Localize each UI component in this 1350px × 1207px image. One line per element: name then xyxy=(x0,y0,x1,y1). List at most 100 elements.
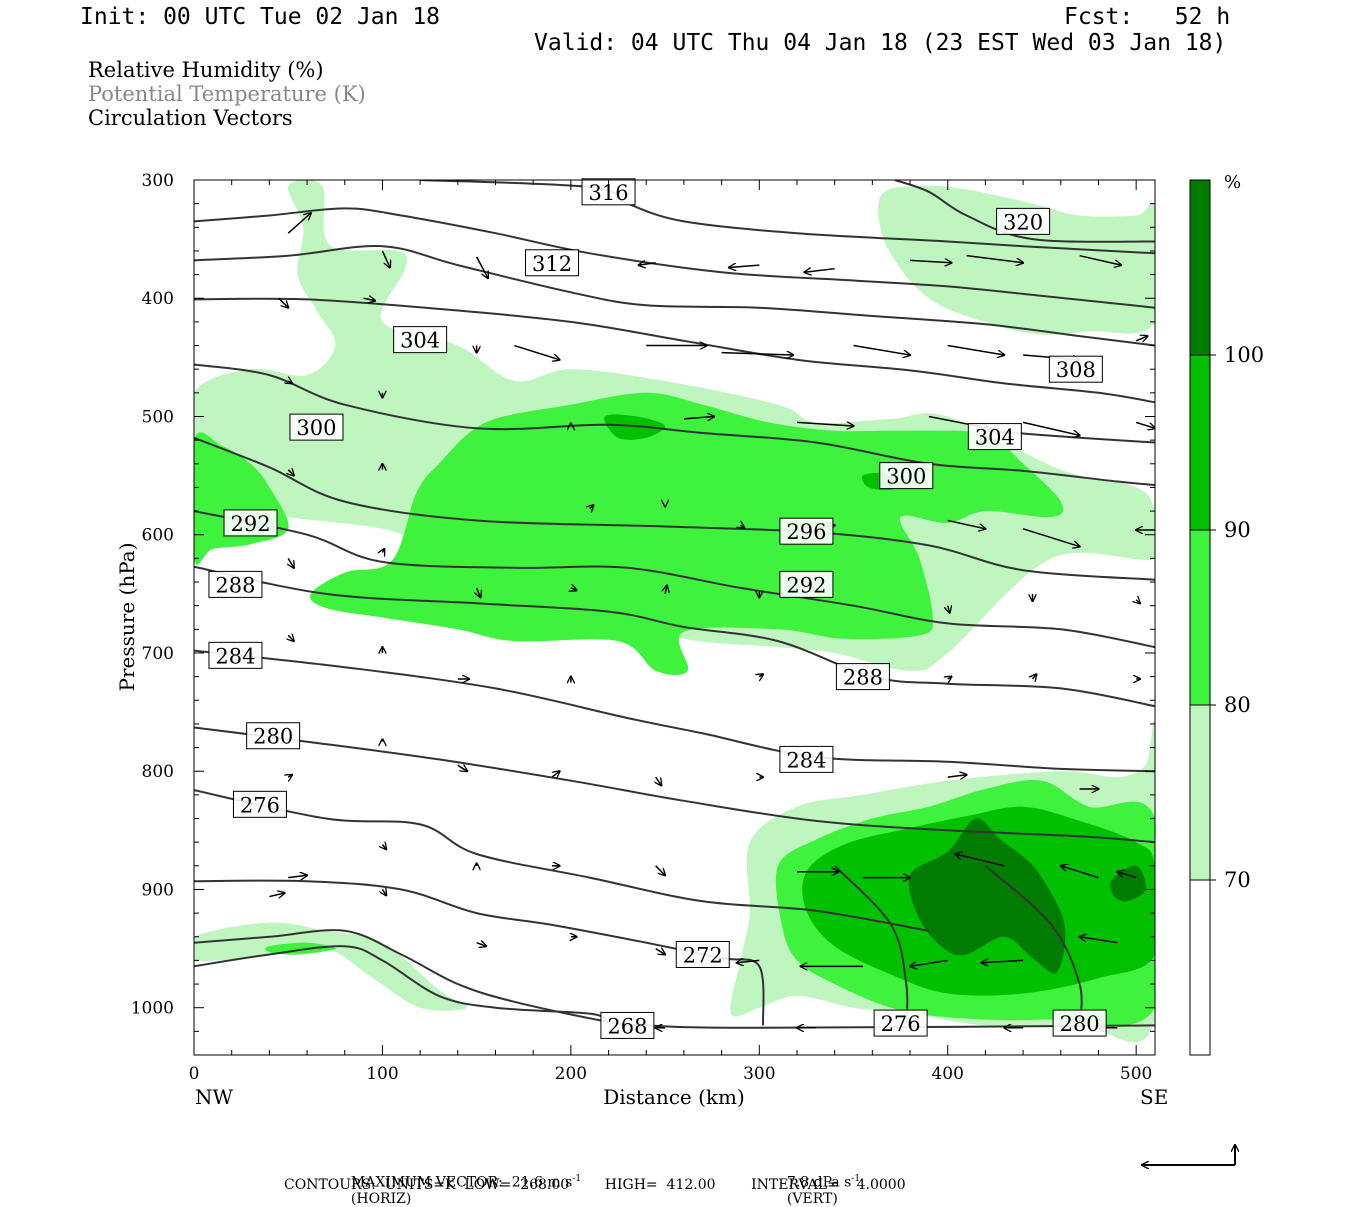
y-axis-title: Pressure (hPa) xyxy=(115,543,139,692)
theta-label-296: 296 xyxy=(779,517,834,545)
theta-contour xyxy=(194,510,1155,649)
theta-label-box xyxy=(967,423,1022,451)
circulation-vector xyxy=(382,889,386,895)
theta-label-276: 276 xyxy=(873,1009,928,1037)
theta-label-box xyxy=(1048,355,1103,383)
theta-contour xyxy=(194,649,1155,773)
theta-contour xyxy=(194,245,1155,347)
theta-label-292: 292 xyxy=(223,509,278,537)
theta-contour xyxy=(194,565,1155,708)
theta-label-288: 288 xyxy=(835,663,890,691)
circulation-vector xyxy=(910,959,948,966)
theta-label-box xyxy=(289,413,344,441)
y-tick-label: 400 xyxy=(142,289,174,309)
theta-label-text: 284 xyxy=(215,644,255,668)
theta-label-320: 320 xyxy=(996,207,1051,235)
circulation-vector xyxy=(656,776,662,785)
colorbar-label: 70 xyxy=(1224,868,1251,892)
theta-label-280: 280 xyxy=(246,722,301,750)
circulation-vector xyxy=(363,298,375,300)
theta-label-300: 300 xyxy=(289,413,344,441)
init-time: Init: 00 UTC Tue 02 Jan 18 xyxy=(80,4,441,30)
circulation-vector xyxy=(655,949,665,955)
circulation-vector xyxy=(381,250,390,268)
theta-contour xyxy=(194,363,1155,487)
colorbar-band xyxy=(1189,529,1211,706)
theta-label-box xyxy=(879,462,934,490)
circulation-vector xyxy=(288,775,292,777)
circulation-vector xyxy=(853,344,911,355)
circulation-vector xyxy=(287,213,311,234)
circulation-vector xyxy=(665,586,667,595)
theta-label-text: 304 xyxy=(975,426,1015,450)
contour-info: CONTOURS: UNITS=K LOW= 268.00 HIGH= 412.… xyxy=(284,1177,906,1193)
circulation-vector xyxy=(1022,421,1080,435)
theta-label-box xyxy=(208,641,263,669)
colorbar-label: 80 xyxy=(1224,693,1251,717)
theta-contour xyxy=(194,207,1155,309)
theta-label-box xyxy=(393,326,448,354)
theta-contour xyxy=(984,865,1083,1026)
y-tick-label: 600 xyxy=(142,526,174,546)
circulation-vector xyxy=(683,416,714,418)
circulation-vector xyxy=(759,674,763,676)
x-axis-title: Distance (km) xyxy=(603,1085,745,1109)
circulation-vector xyxy=(1080,937,1118,944)
circulation-vector xyxy=(982,960,1024,962)
theta-label-text: 312 xyxy=(532,252,572,276)
circulation-vector xyxy=(571,588,577,590)
colorbar-band xyxy=(1189,704,1211,881)
theta-label-292: 292 xyxy=(779,570,834,598)
x-right-label: SE xyxy=(1140,1085,1168,1109)
theta-label-box xyxy=(996,207,1051,235)
rh-region-100 xyxy=(908,818,1066,974)
colorbar-label: 100 xyxy=(1224,343,1264,367)
circulation-vector xyxy=(948,677,952,679)
theta-label-text: 272 xyxy=(683,943,723,967)
x-tick-label: 200 xyxy=(555,1064,587,1084)
theta-label-304: 304 xyxy=(967,423,1022,451)
theta-label-284: 284 xyxy=(208,641,263,669)
circulation-vector xyxy=(288,470,294,476)
circulation-vector xyxy=(288,635,294,641)
theta-label-text: 288 xyxy=(843,666,883,690)
theta-label-box xyxy=(525,249,580,277)
theta-label-text: 276 xyxy=(881,1012,921,1036)
theta-label-280: 280 xyxy=(1052,1009,1107,1037)
theta-label-box xyxy=(600,1011,655,1039)
circulation-vector xyxy=(288,557,294,567)
theta-label-box xyxy=(223,509,278,537)
circulation-vector xyxy=(1061,866,1099,879)
theta-label-text: 304 xyxy=(400,329,440,353)
plot-frame xyxy=(193,179,1156,1056)
theta-label-text: 320 xyxy=(1003,210,1043,234)
theta-label-box xyxy=(779,570,834,598)
circulation-vector xyxy=(655,865,665,875)
theta-contour xyxy=(194,436,1155,581)
circulation-vector xyxy=(514,344,559,360)
circulation-vector xyxy=(477,587,481,597)
theta-label-text: 300 xyxy=(886,465,926,489)
circulation-vector xyxy=(1079,254,1121,265)
colorbar-band xyxy=(1189,879,1211,1056)
y-tick-label: 700 xyxy=(142,644,174,664)
circulation-vector xyxy=(966,254,1024,263)
unit-sup-2: -1 xyxy=(851,1174,861,1184)
forecast-hour: Fcst: 52 h xyxy=(1064,4,1231,30)
max-vector-text: MAXIMUM VECTOR: 21.6 m s-1 (HORIZ) xyxy=(342,1158,581,1207)
theta-label-276: 276 xyxy=(232,790,287,818)
y-tick-label: 800 xyxy=(142,762,174,782)
theta-label-312: 312 xyxy=(525,249,580,277)
circulation-vector xyxy=(590,505,594,509)
rh-region-90 xyxy=(604,414,666,440)
x-tick-label: 0 xyxy=(189,1064,200,1084)
theta-label-box xyxy=(675,940,730,968)
theta-label-box xyxy=(779,745,834,773)
theta-contour xyxy=(194,726,1155,844)
theta-label-box xyxy=(232,790,287,818)
y-tick-label: 1000 xyxy=(131,999,174,1019)
theta-label-text: 296 xyxy=(786,520,826,544)
circulation-vector xyxy=(551,771,560,777)
theta-label-text: 284 xyxy=(786,748,826,772)
theta-label-text: 288 xyxy=(215,573,255,597)
